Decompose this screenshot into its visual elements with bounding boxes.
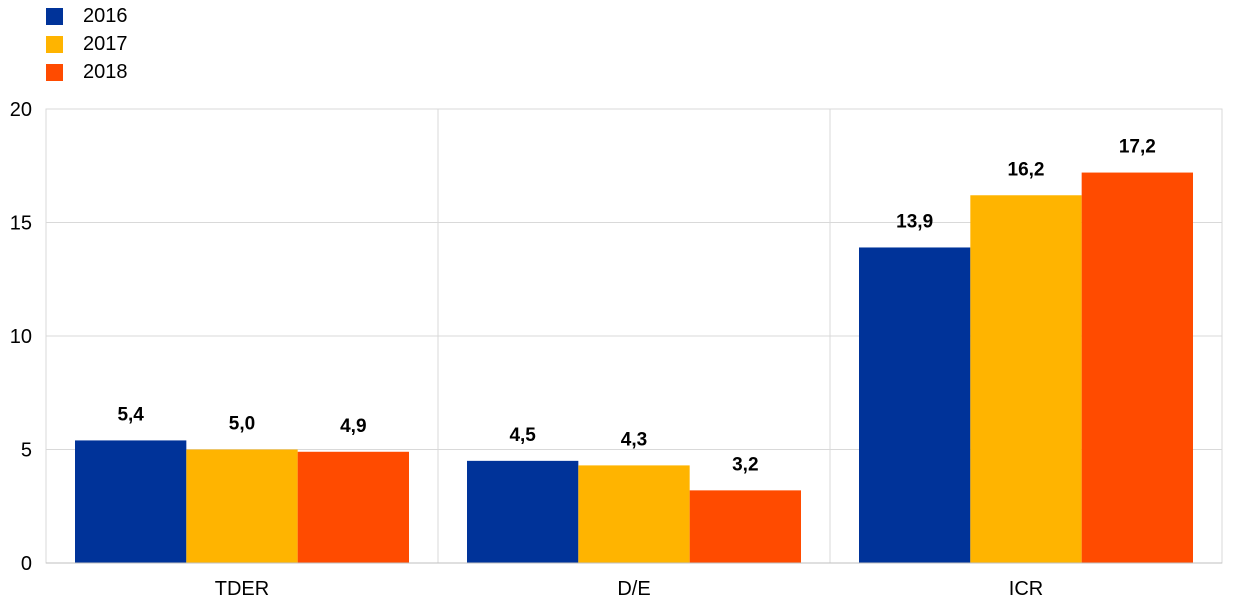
bar-2016-TDER: [75, 440, 187, 563]
bar-2018-ICR: [1081, 172, 1193, 563]
chart-legend: 2016 2017 2018: [46, 2, 128, 86]
bar-2017-D-E: [578, 465, 690, 563]
bar-2017-ICR: [970, 195, 1082, 563]
bar-2016-D-E: [467, 460, 579, 563]
x-tick-label-D-E: D/E: [617, 578, 650, 600]
y-tick-label-5: 5: [21, 440, 32, 462]
bar-2018-TDER: [297, 451, 409, 563]
legend-swatch-2017: [46, 35, 63, 53]
data-label-2017-D-E: 4,3: [621, 429, 647, 450]
legend-item-2017: 2017: [46, 30, 128, 58]
bar-2016-ICR: [859, 247, 971, 563]
data-label-2018-ICR: 17,2: [1119, 137, 1156, 158]
legend-swatch-2016: [46, 7, 63, 25]
legend-swatch-2018: [46, 63, 63, 81]
data-label-2018-D-E: 3,2: [732, 454, 758, 475]
data-label-2017-TDER: 5,0: [229, 414, 255, 435]
legend-item-2016: 2016: [46, 2, 128, 30]
y-tick-label-0: 0: [21, 553, 32, 575]
legend-label-2018: 2018: [83, 60, 128, 83]
data-label-2016-D-E: 4,5: [509, 425, 536, 446]
x-tick-label-TDER: TDER: [215, 578, 269, 600]
bar-2017-TDER: [186, 449, 298, 563]
legend-item-2018: 2018: [46, 58, 128, 86]
legend-label-2016: 2016: [83, 4, 128, 27]
y-tick-label-20: 20: [10, 99, 32, 121]
data-label-2018-TDER: 4,9: [340, 416, 366, 437]
data-label-2017-ICR: 16,2: [1008, 159, 1045, 180]
y-tick-label-10: 10: [10, 326, 32, 348]
legend-label-2017: 2017: [83, 32, 128, 55]
y-tick-label-15: 15: [10, 213, 32, 235]
data-label-2016-TDER: 5,4: [117, 404, 144, 425]
data-label-2016-ICR: 13,9: [896, 211, 933, 232]
x-tick-label-ICR: ICR: [1009, 578, 1043, 600]
bar-2018-D-E: [689, 490, 801, 563]
